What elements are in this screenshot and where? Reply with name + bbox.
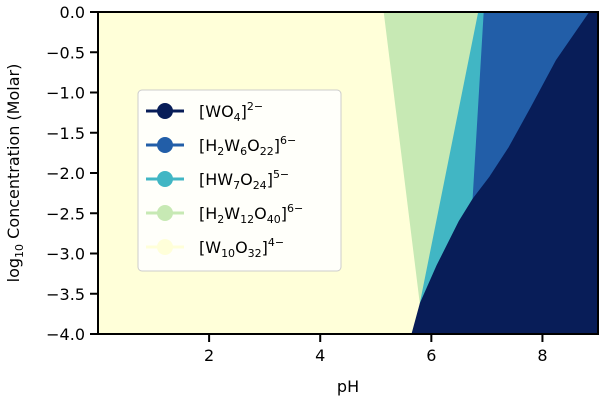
legend-label: [H2W12O40]6− bbox=[199, 202, 303, 226]
x-tick-label: 4 bbox=[315, 346, 325, 365]
legend-marker bbox=[157, 171, 173, 187]
legend-marker bbox=[157, 205, 173, 221]
y-tick-label: −3.5 bbox=[46, 285, 85, 304]
legend-marker bbox=[157, 137, 173, 153]
x-axis: 2 4 6 8 bbox=[204, 334, 548, 365]
y-axis: 0.0 −0.5 −1.0 −1.5 −2.0 −2.5 −3.0 −3.5 −4.0 bbox=[46, 3, 98, 344]
y-tick-label: −0.5 bbox=[46, 43, 85, 62]
x-tick-label: 8 bbox=[537, 346, 547, 365]
legend-marker bbox=[157, 239, 173, 255]
y-tick-label: −4.0 bbox=[46, 325, 85, 344]
y-tick-label: −2.0 bbox=[46, 164, 85, 183]
y-tick-label: −3.0 bbox=[46, 245, 85, 264]
legend-marker bbox=[157, 103, 173, 119]
legend-frame bbox=[137, 89, 342, 272]
y-tick-label: −1.0 bbox=[46, 84, 85, 103]
y-axis-label: log10 Concentration (Molar) bbox=[4, 64, 26, 283]
y-tick-label: −2.5 bbox=[46, 204, 85, 223]
legend: [WO4]2− [H2W6O22]6− [HW7O24]5− [H2W12O40]6−… bbox=[137, 89, 342, 272]
x-tick-label: 6 bbox=[426, 346, 436, 365]
x-tick-label: 2 bbox=[204, 346, 214, 365]
region-0 bbox=[411, 12, 598, 334]
legend-label: [HW7O24]5− bbox=[199, 168, 289, 192]
x-axis-label: pH bbox=[337, 377, 359, 396]
legend-label: [W10O32]4− bbox=[199, 236, 284, 260]
y-tick-label: −1.5 bbox=[46, 124, 85, 143]
legend-label: [WO4]2− bbox=[199, 100, 263, 124]
legend-label: [H2W6O22]6− bbox=[199, 134, 296, 158]
y-tick-label: 0.0 bbox=[60, 3, 85, 22]
